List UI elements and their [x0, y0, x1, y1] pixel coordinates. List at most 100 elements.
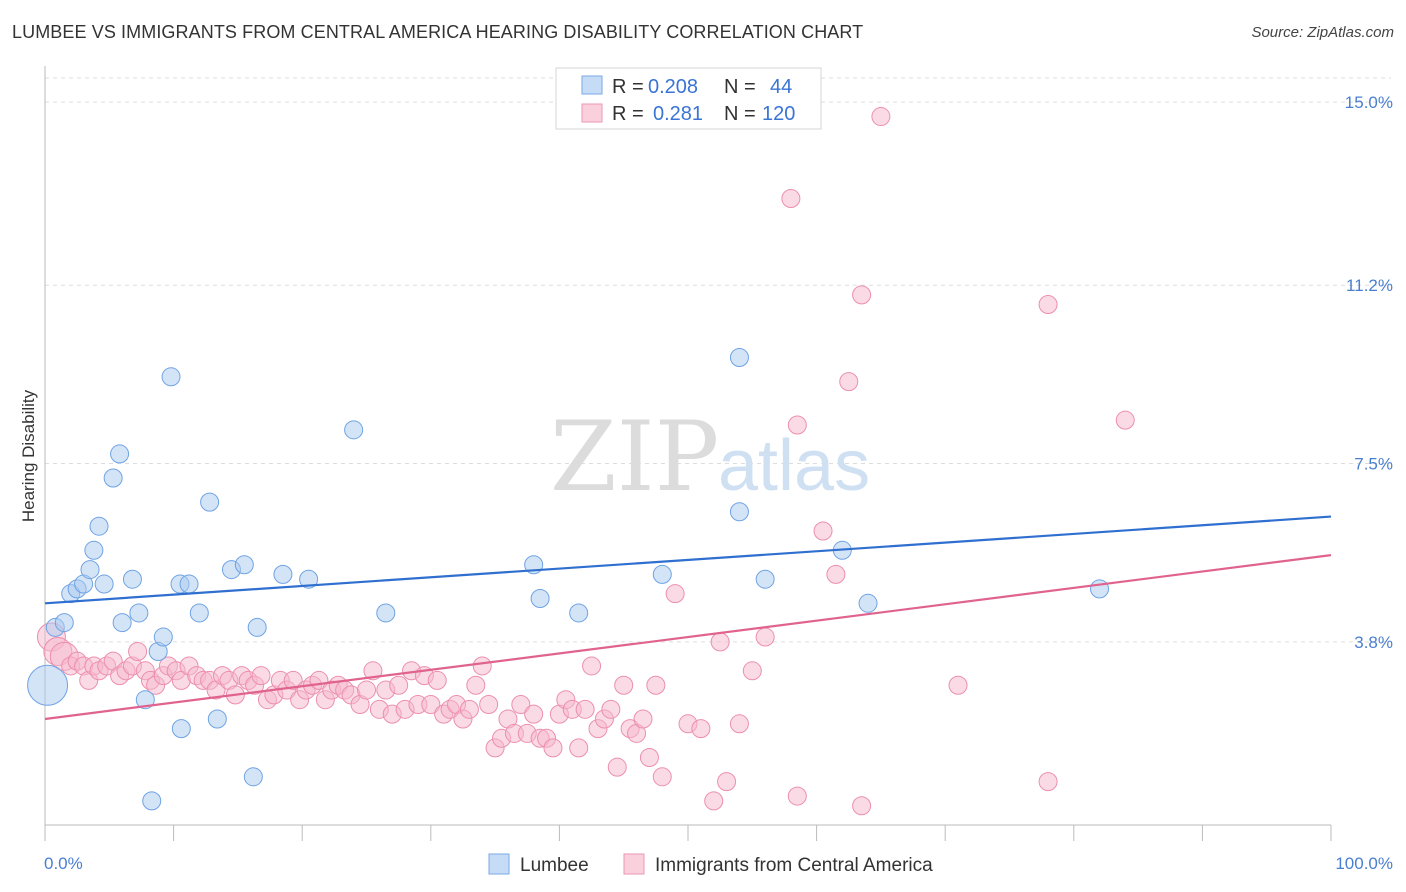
legend-top: R = 0.208 N = 44 R = 0.281 N = 120: [555, 67, 822, 130]
lumbee-point: [27, 664, 69, 706]
immigrants-point: [710, 632, 730, 652]
immigrants-point: [1038, 295, 1058, 315]
immigrants-point: [787, 786, 807, 806]
immigrants-point: [633, 709, 653, 729]
legend-bottom: Lumbee Immigrants from Central America: [488, 853, 933, 876]
lumbee-point: [142, 791, 162, 811]
lumbee-point: [153, 627, 173, 647]
lumbee-point: [755, 569, 775, 589]
legend-swatch-lumbee: [581, 75, 603, 95]
immigrants-point: [787, 415, 807, 435]
immigrants-point: [813, 521, 833, 541]
lumbee-point: [179, 574, 199, 594]
lumbee-point: [110, 444, 130, 464]
lumbee-point: [112, 613, 132, 633]
immigrants-point: [357, 680, 376, 700]
immigrants-point: [652, 767, 672, 787]
immigrants-point: [524, 704, 544, 724]
immigrants-point: [614, 675, 634, 695]
immigrants-point: [639, 748, 659, 768]
y-tick-label: 11.2%: [1346, 276, 1393, 295]
y-tick-label: 15.0%: [1345, 93, 1393, 112]
lumbee-point: [189, 603, 209, 623]
immigrants-point: [601, 699, 621, 719]
bottom-legend-label-lumbee: Lumbee: [520, 855, 589, 876]
lumbee-point: [129, 603, 149, 623]
x-tick-label: 0.0%: [44, 854, 83, 873]
lumbee-point: [122, 569, 142, 589]
lumbee-point: [273, 564, 293, 584]
immigrants-point: [1038, 772, 1058, 792]
immigrants-point: [852, 285, 872, 305]
immigrants-point: [427, 670, 447, 690]
lumbee-point: [84, 540, 104, 560]
lumbee-trend-line: [44, 515, 1332, 605]
legend-r-label-1: R =: [612, 76, 644, 98]
immigrants-point: [128, 642, 148, 662]
immigrants-point: [389, 675, 409, 695]
immigrants-trend-line: [44, 554, 1332, 721]
lumbee-point: [171, 719, 191, 739]
immigrants-point: [755, 627, 775, 647]
immigrants-point: [459, 699, 479, 719]
lumbee-point: [207, 709, 227, 729]
immigrants-point: [1115, 410, 1135, 430]
lumbee-point: [247, 617, 267, 637]
immigrants-point: [852, 796, 872, 816]
lumbee-point: [94, 574, 114, 594]
lumbee-point: [376, 603, 396, 623]
lumbee-point: [344, 420, 364, 440]
lumbee-point: [234, 555, 254, 575]
bottom-legend-label-immigrants: Immigrants from Central America: [655, 855, 933, 876]
lumbee-point: [530, 588, 550, 608]
x-tick-label: 100.0%: [1335, 854, 1393, 873]
lumbee-point: [858, 593, 878, 613]
y-tick-label: 7.5%: [1354, 455, 1393, 474]
immigrants-point: [569, 738, 589, 758]
watermark-atlas: atlas: [718, 426, 870, 506]
chart-title: LUMBEE VS IMMIGRANTS FROM CENTRAL AMERIC…: [12, 22, 864, 42]
lumbee-point: [652, 564, 672, 584]
lumbee-point: [569, 603, 589, 623]
immigrants-point: [479, 695, 499, 715]
immigrants-point: [839, 372, 859, 392]
immigrants-point: [948, 675, 968, 695]
immigrants-point: [543, 738, 563, 758]
immigrants-point: [466, 675, 486, 695]
immigrants-point: [665, 584, 685, 604]
bottom-legend-swatch-immigrants: [623, 853, 645, 875]
legend-r-label-2: R =: [612, 103, 644, 125]
lumbee-point: [54, 613, 74, 633]
legend-n-value-2: 120: [762, 103, 795, 125]
immigrants-point: [704, 791, 724, 811]
lumbee-point: [89, 516, 109, 536]
legend-n-value-1: 44: [770, 76, 792, 98]
legend-n-label-2: N =: [724, 103, 756, 125]
immigrants-point: [421, 695, 441, 715]
source-credit: Source: ZipAtlas.com: [1251, 24, 1394, 41]
immigrants-point: [742, 661, 762, 681]
immigrants-point: [511, 695, 531, 715]
immigrants-point: [363, 661, 383, 681]
lumbee-point: [729, 348, 749, 368]
immigrants-point: [826, 564, 846, 584]
legend-r-value-1: 0.208: [648, 76, 698, 98]
legend-n-label-1: N =: [724, 76, 756, 98]
lumbee-point: [243, 767, 263, 787]
immigrants-point: [472, 656, 492, 676]
y-tick-label: 3.8%: [1354, 633, 1393, 652]
bottom-legend-swatch-lumbee: [488, 853, 510, 875]
lumbee-point: [200, 492, 220, 512]
lumbee-point: [161, 367, 181, 387]
immigrants-point: [781, 188, 801, 208]
watermark-zip: ZIP: [550, 401, 719, 513]
immigrants-point: [717, 772, 737, 792]
series-lumbee-points: [27, 348, 1110, 811]
tick-labels: 3.8% 7.5% 11.2% 15.0% 0.0% 100.0%: [44, 93, 1393, 873]
immigrants-point: [691, 719, 711, 739]
legend-r-value-2: 0.281: [653, 103, 703, 125]
immigrants-point: [575, 699, 595, 719]
lumbee-point: [729, 502, 749, 522]
lumbee-point: [299, 569, 319, 589]
immigrants-point: [607, 757, 627, 777]
